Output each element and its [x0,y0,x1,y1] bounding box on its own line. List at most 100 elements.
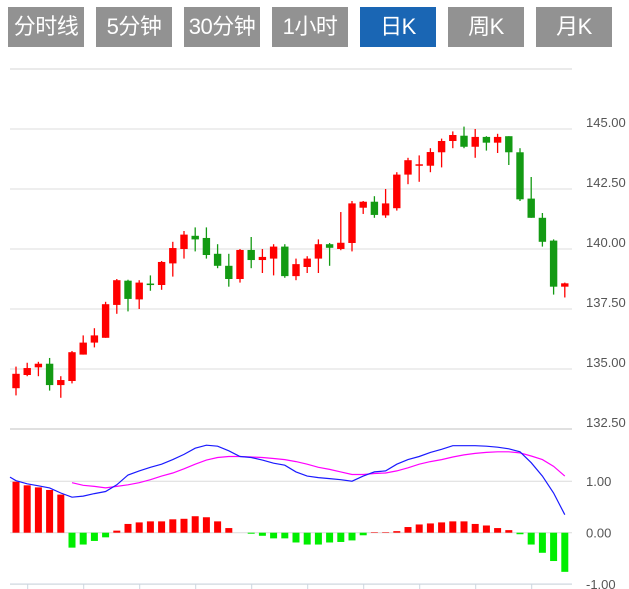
tab-1hour[interactable]: 1小时 [272,7,348,47]
macd-histogram-bar [34,487,42,533]
macd-histogram-bar [337,532,345,542]
candle-body [191,235,199,240]
tab-30min[interactable]: 30分钟 [184,7,260,47]
candle [281,244,289,278]
price-axis-label: 140.00 [586,235,626,250]
candle [169,241,177,277]
candle-body [471,136,479,147]
candle-body [493,136,502,143]
candle [370,196,379,218]
tab-weekly-k[interactable]: 周K [448,7,524,47]
candle [482,136,491,151]
macd-histogram-bar [550,532,558,562]
candle-body [225,265,233,279]
macd-histogram-bar [292,532,300,543]
candle-body [393,174,401,209]
macd-histogram-bar [90,532,98,541]
candle-body [370,201,379,215]
candle [292,258,300,281]
candle-body [404,160,412,175]
macd-histogram-bar [68,532,76,548]
candle [269,244,278,276]
macd-axis-label: 1.00 [586,474,611,489]
tab-daily-k[interactable]: 日K [360,7,436,47]
macd-histogram-bar [527,532,535,545]
macd-histogram-bar [426,523,434,533]
macd-histogram-bar [303,532,311,545]
candle [191,227,199,252]
candle-body [157,261,166,285]
candle [57,376,65,398]
candle-body [236,249,244,279]
candle [527,177,535,218]
macd-histogram-bar [393,531,401,533]
candle-body [292,264,300,277]
candle-body [23,368,31,375]
macd-histogram-bar [382,532,390,533]
candle [12,366,20,396]
candle-body [135,282,143,300]
macd-histogram-bar [247,532,255,534]
candle [561,282,569,298]
candle [303,256,311,273]
macd-histogram-bar [348,532,356,541]
candle [505,136,513,165]
macd-histogram-bar [449,521,457,533]
candle-body [90,335,99,343]
macd-histogram-bar [191,516,199,533]
candle [236,249,244,283]
candle [415,155,423,182]
candle-body [247,249,255,261]
candle [157,261,166,290]
macd-histogram-bar [12,481,20,533]
candle [404,157,412,185]
candle [90,328,99,348]
candle-body [258,256,267,261]
candle-body [549,240,558,287]
tab-intraday[interactable]: 分时线 [8,7,84,47]
macd-histogram-bar [326,532,334,543]
candle-body [561,283,569,287]
candle [68,351,76,384]
candle-body [12,373,20,389]
candle [471,129,479,158]
candle-body [79,342,87,355]
candle-body [146,283,155,286]
macd-dif-line [9,444,566,515]
macd-histogram-bar [281,532,289,539]
candle [337,212,345,251]
candle-body [281,246,289,277]
candle [101,301,110,338]
macd-histogram-bar [516,532,524,535]
tab-5min[interactable]: 5分钟 [96,7,172,47]
candle-body [57,380,65,386]
candle [325,243,334,266]
candle-body [337,242,345,249]
candle-body [538,217,547,242]
candle-body [68,352,76,381]
candle-body [34,363,43,368]
candle [124,279,132,312]
macd-histogram-bar [23,485,31,533]
candle-body [45,363,54,386]
macd-histogram-bar [46,489,54,533]
candle-body [482,136,491,143]
candle-body [381,203,390,216]
macd-axis-label: -1.00 [586,577,616,589]
macd-histogram-bar [494,528,502,533]
price-axis-label: 137.50 [586,295,626,310]
macd-histogram-bar [505,530,513,533]
tab-monthly-k[interactable]: 月K [536,7,612,47]
candle [34,361,43,377]
macd-histogram-bar [124,523,132,533]
candle [381,189,390,218]
macd-panel [9,444,569,572]
candle-body [359,201,367,208]
candle-body [303,258,311,267]
candle-body [269,246,278,259]
macd-histogram-bar [180,518,188,533]
candle [359,201,367,214]
macd-histogram-bar [146,521,154,533]
macd-histogram-bar [169,519,177,533]
macd-histogram-bar [202,517,210,533]
